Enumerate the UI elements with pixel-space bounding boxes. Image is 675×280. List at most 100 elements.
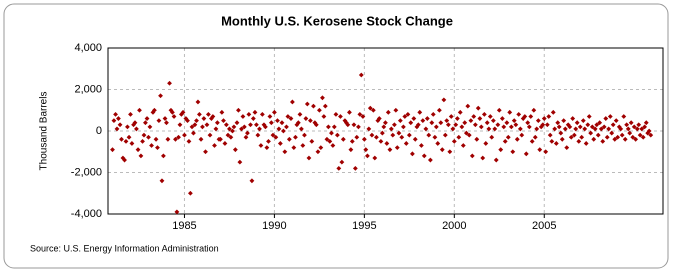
point xyxy=(390,132,396,138)
x-tick-label: 1995 xyxy=(352,220,376,232)
point xyxy=(486,126,492,132)
point xyxy=(367,105,373,111)
point xyxy=(113,112,118,117)
point xyxy=(281,128,286,134)
point xyxy=(426,132,432,138)
point xyxy=(254,122,259,128)
point xyxy=(325,124,331,130)
point xyxy=(365,153,370,159)
point xyxy=(625,126,631,132)
point xyxy=(540,122,546,128)
point xyxy=(315,149,321,155)
point xyxy=(223,122,229,128)
point xyxy=(519,132,525,138)
point xyxy=(135,147,141,153)
point xyxy=(640,134,646,140)
point xyxy=(559,136,565,142)
point xyxy=(303,116,309,121)
point xyxy=(607,114,613,119)
point xyxy=(459,124,465,130)
point xyxy=(624,122,630,128)
point xyxy=(493,157,499,163)
point xyxy=(576,138,582,144)
point xyxy=(492,126,498,132)
point xyxy=(508,124,514,130)
point xyxy=(532,134,538,140)
point xyxy=(432,134,438,140)
point xyxy=(230,128,235,134)
point xyxy=(580,118,586,124)
point xyxy=(450,126,456,132)
point xyxy=(535,118,541,124)
point xyxy=(144,116,150,121)
point xyxy=(161,153,166,159)
point xyxy=(313,122,319,128)
point xyxy=(435,141,441,146)
point xyxy=(370,107,376,113)
point xyxy=(212,143,217,148)
point xyxy=(401,124,406,130)
point xyxy=(250,116,256,121)
point xyxy=(338,114,343,119)
point xyxy=(134,126,139,132)
point xyxy=(259,112,265,117)
point xyxy=(444,118,450,124)
point xyxy=(549,138,555,144)
point xyxy=(433,124,439,130)
point xyxy=(207,132,213,138)
point xyxy=(562,126,568,132)
point xyxy=(165,136,171,142)
point xyxy=(351,122,357,128)
point xyxy=(591,136,597,142)
point xyxy=(499,116,505,121)
point xyxy=(131,122,136,128)
point xyxy=(171,114,177,119)
point xyxy=(406,132,412,138)
point xyxy=(241,124,247,130)
point xyxy=(475,105,481,111)
point xyxy=(267,114,273,119)
point xyxy=(189,124,195,130)
point xyxy=(384,141,390,146)
point xyxy=(234,120,240,126)
point xyxy=(507,109,513,115)
point xyxy=(616,124,622,130)
point xyxy=(469,153,475,159)
point xyxy=(304,101,310,107)
y-tick-label: 4,000 xyxy=(74,42,102,54)
point xyxy=(180,109,186,115)
point xyxy=(555,120,561,126)
point xyxy=(110,147,115,153)
point xyxy=(126,134,132,140)
point xyxy=(117,122,123,128)
point xyxy=(252,109,258,115)
point xyxy=(447,149,453,155)
point xyxy=(619,132,625,138)
point xyxy=(501,124,507,130)
point xyxy=(372,155,378,161)
point xyxy=(522,114,528,119)
point xyxy=(361,136,367,142)
point xyxy=(430,112,436,117)
point xyxy=(320,95,325,101)
point xyxy=(200,124,205,130)
point xyxy=(141,132,147,138)
point xyxy=(240,114,246,119)
point xyxy=(286,136,292,142)
point xyxy=(125,124,130,130)
point xyxy=(298,126,304,132)
point xyxy=(375,118,381,124)
point xyxy=(411,116,417,121)
point xyxy=(531,107,537,113)
y-tick-label: 2,000 xyxy=(74,83,102,95)
point xyxy=(246,112,252,117)
y-tick-label: -4,000 xyxy=(71,208,102,220)
plot-border xyxy=(107,47,664,215)
point xyxy=(597,120,603,126)
point xyxy=(424,116,430,121)
point xyxy=(270,132,276,138)
point xyxy=(360,114,366,119)
point xyxy=(634,126,640,132)
point xyxy=(429,120,435,126)
